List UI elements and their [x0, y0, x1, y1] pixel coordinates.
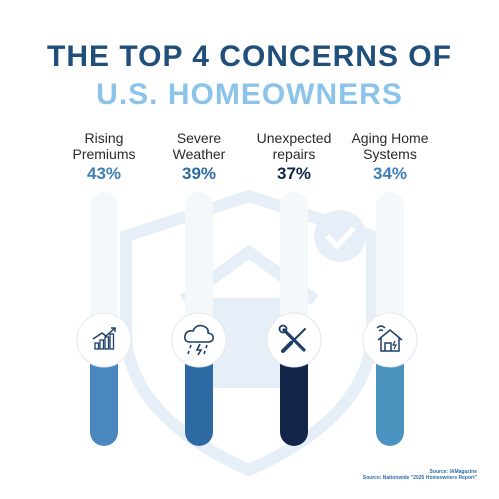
category-label-line: Premiums [72, 146, 136, 162]
category-label-line: Unexpected [256, 130, 332, 146]
icon-circle [362, 312, 418, 368]
category-label-line: Aging Home [351, 130, 429, 146]
icon-circle [171, 312, 227, 368]
value-label: 37% [276, 164, 312, 183]
category-label-line: Systems [363, 146, 417, 162]
source-line-2: Source: Nationwide "2025 Homeowners Repo… [362, 475, 477, 481]
smart-home-icon [376, 325, 403, 352]
category-label-line: Severe [176, 130, 222, 146]
title-line-1: THE TOP 4 CONCERNS OF [47, 40, 452, 73]
growth-chart-icon [92, 327, 116, 350]
source-line-1: Source: IAMagazine [429, 469, 477, 475]
value-label: 43% [86, 164, 122, 183]
title-line-2: U.S. HOMEOWNERS [96, 78, 403, 111]
value-label: 39% [181, 164, 217, 183]
category-label-line: Rising [84, 130, 124, 146]
storm-cloud-icon [184, 324, 214, 356]
wrench-screwdriver-icon [278, 324, 306, 353]
bar-4 [376, 344, 404, 446]
category-label-line: Weather [172, 146, 226, 162]
value-label: 34% [372, 164, 408, 183]
category-label-line: repairs [272, 146, 316, 162]
